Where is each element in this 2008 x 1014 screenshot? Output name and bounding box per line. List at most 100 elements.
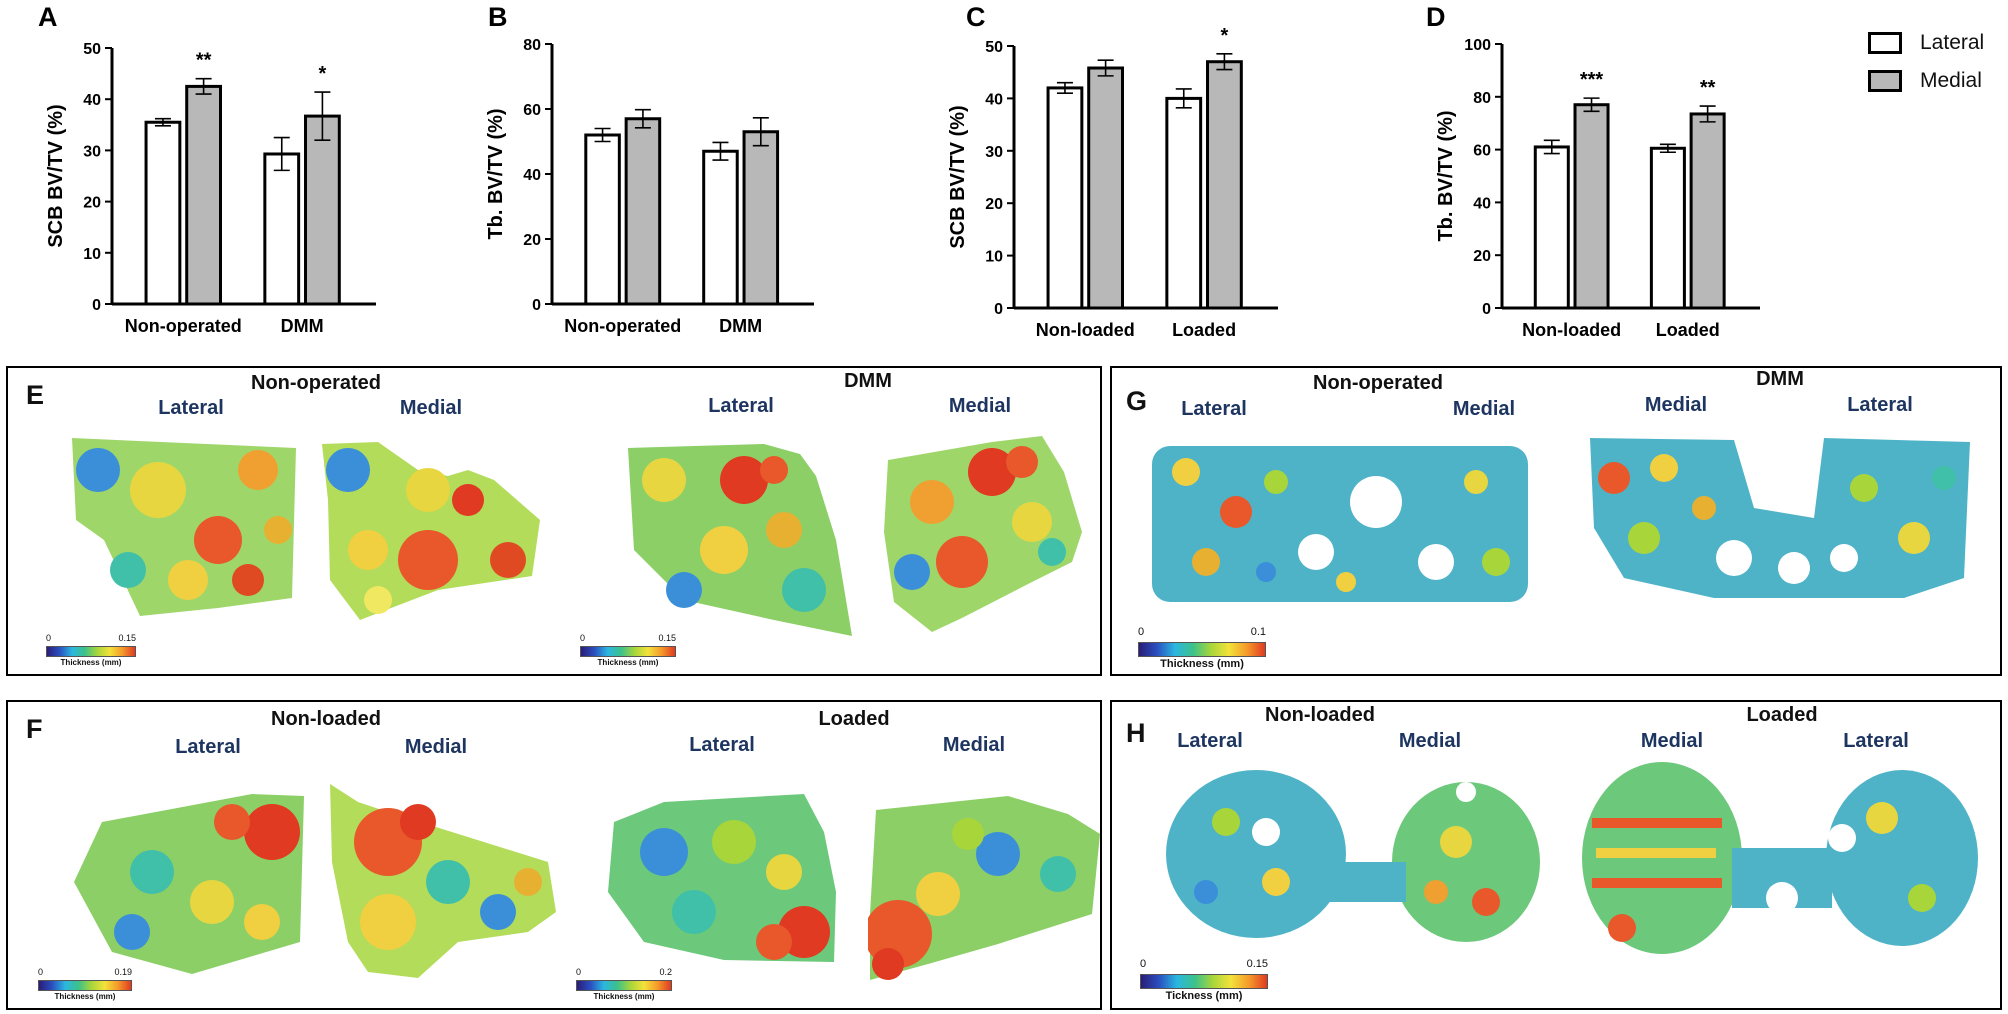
- panel-f-label-2a: Lateral: [689, 734, 755, 756]
- chart-d-y-axis-label: Tb. BV/TV (%): [1435, 110, 1457, 241]
- chart-a-bar-lateral: [144, 120, 182, 306]
- chart-b-bar-lateral: [702, 149, 739, 306]
- panel-e-title-2: DMM: [844, 370, 892, 392]
- scale-max: 0.15: [658, 633, 676, 643]
- chart-a-y-axis-label: SCB BV/TV (%): [45, 104, 67, 247]
- chart-b-bar-lateral: [584, 133, 621, 306]
- scale-gradient: [46, 646, 136, 657]
- panel-h-label-1a: Lateral: [1177, 730, 1243, 752]
- chart-c-bar-medial: [1206, 60, 1243, 310]
- thickness-map-e-2a: [628, 444, 852, 636]
- chart-d-panel-letter: D: [1426, 2, 1446, 32]
- chart-c-y-tick-label: 40: [985, 91, 1003, 108]
- scale-gradient: [576, 980, 672, 991]
- panel-f-label-1b: Medial: [404, 736, 468, 758]
- panel-g-label-1b: Medial: [1452, 398, 1516, 420]
- chart-b-y-tick-label: 0: [532, 297, 541, 314]
- scale-gradient: [1140, 974, 1268, 989]
- legend-label-medial: Medial: [1920, 69, 1982, 92]
- scale-title: Thickness (mm): [54, 992, 116, 1001]
- chart-d-y-tick-label: 20: [1473, 248, 1491, 265]
- chart-d-bar-lateral: [1649, 146, 1686, 310]
- thickness-scale-e-2: 0 0.15 Thickness (mm): [580, 633, 676, 667]
- chart-c-bar-lateral: [1165, 96, 1203, 310]
- chart-a-category-label: Non-operated: [125, 316, 242, 336]
- chart-c-panel-letter: C: [966, 2, 986, 32]
- chart-b-category-label: DMM: [719, 316, 762, 336]
- chart-d-y-tick-label: 100: [1464, 37, 1491, 54]
- scale-title: Thickness (mm): [1160, 658, 1244, 670]
- chart-b-y-tick-label: 20: [523, 232, 541, 249]
- chart-d-y-tick-label: 40: [1473, 195, 1491, 212]
- panel-g-title-2: DMM: [1756, 368, 1804, 390]
- thickness-scale-g: 0 0.1 Thickness (mm): [1138, 626, 1266, 670]
- chart-a-y-tick-label: 10: [83, 246, 101, 263]
- thickness-scale-e-1: 0 0.15 Thickness (mm): [46, 633, 136, 667]
- panel-g-label-2a: Medial: [1644, 394, 1708, 416]
- thickness-scale-f-1: 0 0.19 Thickness (mm): [38, 967, 132, 1001]
- panel-g-label-1a: Lateral: [1181, 398, 1247, 420]
- chart-b-bar-medial: [624, 117, 662, 306]
- chart-c-y-tick-label: 50: [985, 39, 1003, 56]
- chart-d-y-tick-label: 0: [1482, 301, 1491, 318]
- thickness-scale-f-2: 0 0.2 Thickness (mm): [576, 967, 672, 1001]
- scale-min: 0: [38, 967, 44, 977]
- panel-g: G Non-operated DMM Lateral Medial Medial…: [1110, 366, 2002, 676]
- chart-d-significance: **: [1700, 77, 1716, 99]
- chart-d-significance: ***: [1580, 69, 1604, 91]
- chart-a-bar-medial: [304, 114, 341, 306]
- scale-max: 0.15: [1246, 958, 1268, 970]
- chart-b-panel-letter: B: [488, 2, 508, 32]
- chart-b-bar-medial: [742, 130, 780, 306]
- chart-b-y-tick-label: 80: [523, 37, 541, 54]
- chart-d-y-tick-label: 80: [1473, 90, 1491, 107]
- scale-max: 0.19: [114, 967, 132, 977]
- chart-b-y-axis-label: Tb. BV/TV (%): [485, 108, 507, 239]
- trabecular-map-h-1: [1166, 770, 1540, 942]
- trabecular-map-h-2: [1582, 762, 1978, 954]
- chart-d-category-label: Non-loaded: [1522, 320, 1621, 340]
- chart-d-bar-lateral: [1533, 145, 1570, 310]
- thickness-map-f-2b: [868, 796, 1100, 980]
- panel-letter-f: F: [26, 714, 43, 744]
- chart-c-y-tick-label: 0: [994, 301, 1003, 318]
- scale-min: 0: [576, 967, 582, 977]
- trabecular-map-g-1: [1152, 446, 1528, 602]
- scale-gradient: [38, 980, 132, 991]
- panel-f-label-2b: Medial: [942, 734, 1006, 756]
- scale-min: 0: [580, 633, 586, 643]
- scale-min: 0: [1138, 626, 1145, 638]
- panel-f: F Non-loaded Loaded Lateral Medial Later…: [6, 700, 1102, 1010]
- chart-a-bar-medial: [185, 84, 223, 306]
- panel-h-label-1b: Medial: [1398, 730, 1462, 752]
- panel-g-title-1: Non-operated: [1313, 372, 1443, 394]
- scale-max: 0.1: [1250, 626, 1266, 638]
- panel-h-title-2: Loaded: [1746, 704, 1818, 726]
- chart-c-category-label: Non-loaded: [1036, 320, 1135, 340]
- panel-h-label-2a: Medial: [1640, 730, 1704, 752]
- chart-c-y-tick-label: 10: [985, 249, 1003, 266]
- trabecular-map-g-2: [1590, 438, 1970, 598]
- scale-title: Tickness (mm): [1165, 990, 1243, 1002]
- chart-a-significance: *: [319, 63, 327, 85]
- scale-max: 0.2: [659, 967, 672, 977]
- chart-d-category-label: Loaded: [1656, 320, 1720, 340]
- chart-c-y-tick-label: 20: [985, 196, 1003, 213]
- thickness-map-f-1a: [74, 794, 304, 974]
- panel-h-title-1: Non-loaded: [1265, 704, 1375, 726]
- chart-c-y-axis-label: SCB BV/TV (%): [947, 105, 969, 248]
- chart-b-y-tick-label: 60: [523, 102, 541, 119]
- panel-e-label-2b: Medial: [948, 395, 1012, 417]
- legend-item-medial: Medial: [1868, 66, 1984, 96]
- panel-f-title-1: Non-loaded: [271, 708, 381, 730]
- chart-a-category-label: DMM: [281, 316, 324, 336]
- chart-b-category-label: Non-operated: [564, 316, 681, 336]
- chart-a-y-tick-label: 50: [83, 41, 101, 58]
- legend-swatch-lateral: [1868, 32, 1902, 54]
- legend-item-lateral: Lateral: [1868, 28, 1984, 58]
- panel-letter-h: H: [1126, 718, 1146, 748]
- chart-c-category-label: Loaded: [1172, 320, 1236, 340]
- legend: Lateral Medial: [1868, 28, 1984, 104]
- thickness-scale-h: 0 0.15 Tickness (mm): [1140, 958, 1268, 1002]
